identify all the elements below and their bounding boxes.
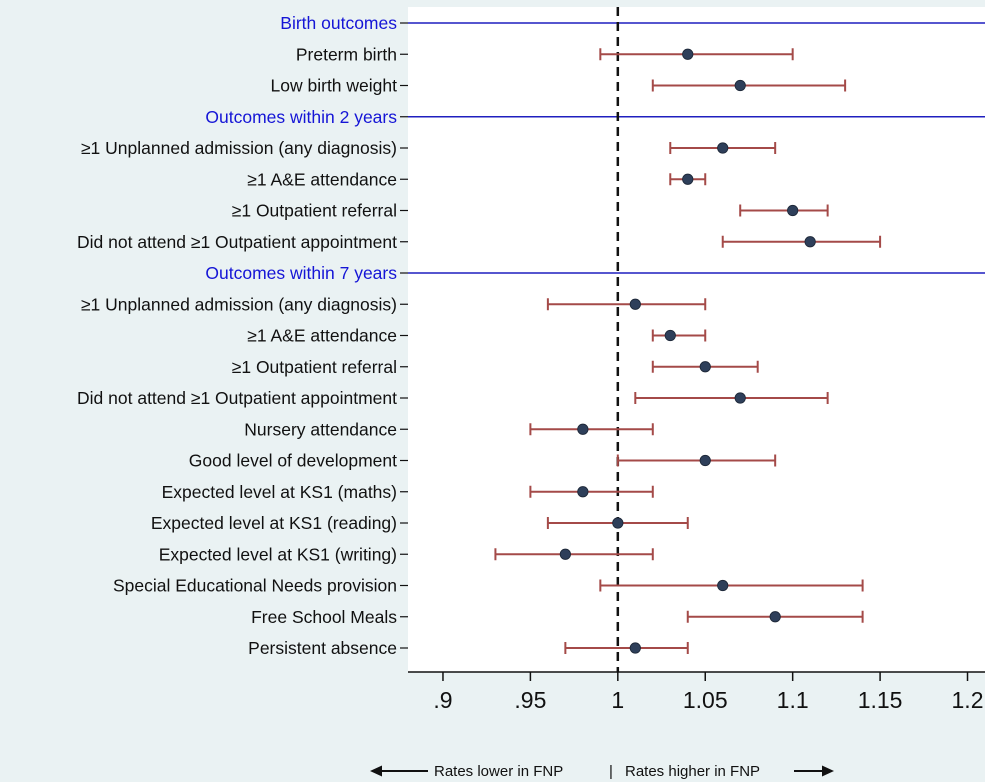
point-estimate — [717, 142, 729, 154]
point-estimate — [699, 361, 711, 373]
point-estimate — [717, 579, 729, 592]
point-estimate — [559, 548, 571, 560]
x-tick-label: 1.05 — [683, 687, 728, 713]
x-tick-label: .95 — [514, 687, 546, 713]
row-label: ≥1 Unplanned admission (any diagnosis) — [81, 294, 397, 314]
footnote-separator: | — [609, 763, 613, 780]
point-estimate — [734, 79, 746, 92]
x-axis-ticks: .9 .95 1 1.05 1.1 1.15 1.2 — [433, 672, 984, 713]
row-label: Free School Meals — [251, 607, 397, 627]
point-estimate — [699, 454, 711, 467]
row-label: Good level of development — [189, 451, 397, 471]
point-estimate — [664, 329, 676, 342]
group-label: Outcomes within 7 years — [205, 263, 397, 283]
point-estimate — [734, 392, 746, 404]
footnote-right-text: Rates higher in FNP — [625, 763, 760, 780]
point-estimate — [769, 611, 781, 623]
point-estimate — [682, 48, 694, 60]
row-labels: Birth outcomes Preterm birth Low birth wei… — [77, 13, 408, 658]
row-label: ≥1 A&E attendance — [247, 326, 397, 346]
right-arrow-head — [822, 765, 834, 777]
group-label: Birth outcomes — [280, 13, 397, 33]
x-tick-label: 1.1 — [777, 687, 809, 713]
row-label: ≥1 Outpatient referral — [232, 201, 397, 221]
row-label: Preterm birth — [296, 44, 397, 64]
x-tick-label: 1 — [611, 687, 624, 713]
row-label: ≥1 A&E attendance — [247, 169, 397, 189]
group-separator-lines — [408, 22, 985, 274]
row-label: Expected level at KS1 (reading) — [151, 513, 397, 533]
footnote: Rates lower in FNP | Rates higher in FNP — [370, 763, 834, 780]
point-estimate — [612, 517, 624, 529]
x-tick-label: 1.15 — [858, 687, 903, 713]
row-label: Nursery attendance — [244, 419, 397, 439]
point-estimates — [559, 48, 816, 654]
row-label: Did not attend ≥1 Outpatient appointment — [77, 388, 397, 408]
row-label: ≥1 Outpatient referral — [232, 357, 397, 377]
plot-area — [408, 7, 985, 672]
row-label: Special Educational Needs provision — [113, 576, 397, 596]
point-estimate — [804, 236, 816, 248]
point-estimate — [577, 486, 589, 498]
row-label: Expected level at KS1 (writing) — [159, 544, 397, 564]
point-estimate — [787, 204, 799, 217]
row-label: ≥1 Unplanned admission (any diagnosis) — [81, 138, 397, 158]
row-label: Expected level at KS1 (maths) — [162, 482, 397, 502]
group-label: Outcomes within 2 years — [205, 107, 397, 127]
x-tick-label: 1.2 — [952, 687, 984, 713]
point-estimate — [682, 173, 694, 185]
row-label: Did not attend ≥1 Outpatient appointment — [77, 232, 397, 252]
footnote-left-text: Rates lower in FNP — [434, 763, 563, 780]
left-arrow-head — [370, 765, 382, 777]
point-estimate — [629, 298, 641, 310]
row-label: Persistent absence — [248, 638, 397, 658]
row-label: Low birth weight — [271, 76, 398, 96]
x-tick-label: .9 — [433, 687, 452, 713]
point-estimate — [629, 642, 641, 654]
point-estimate — [577, 423, 589, 435]
